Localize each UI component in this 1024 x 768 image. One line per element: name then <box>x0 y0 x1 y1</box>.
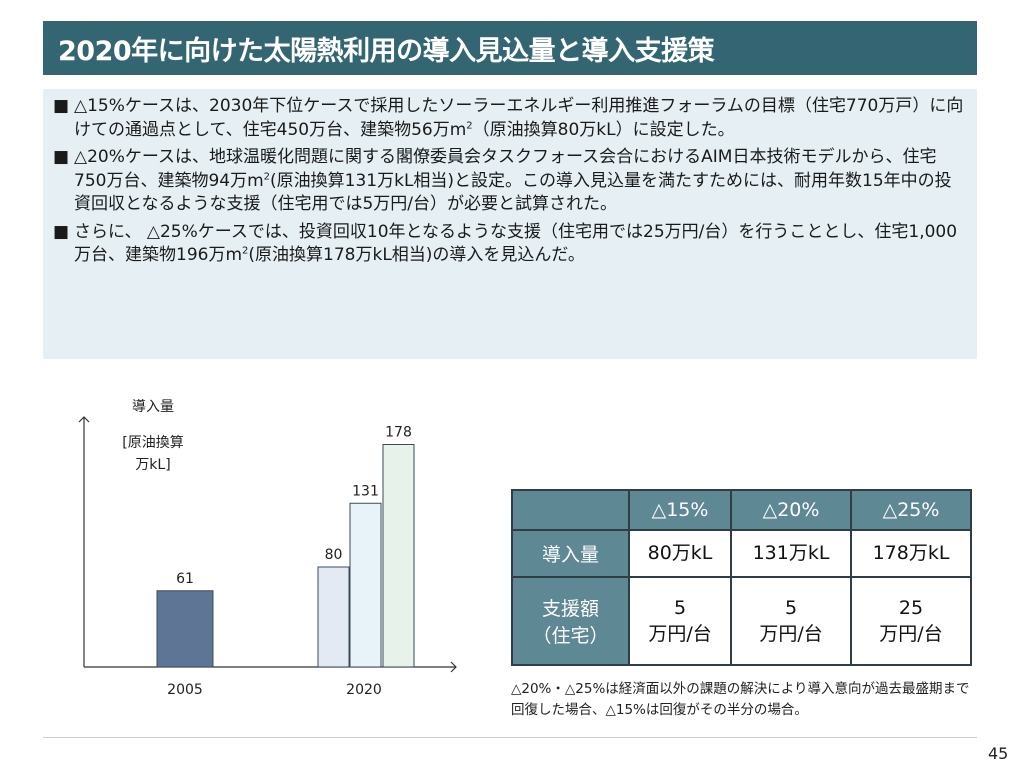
table-corner-cell <box>511 489 630 531</box>
bar-2020-178 <box>382 444 415 668</box>
text-box: ■ △15%ケースは、2030年下位ケースで採用したソーラーエネルギー利用推進フ… <box>43 89 977 359</box>
table-header-row: △15% △20% △25% <box>511 489 972 531</box>
table-cell: 131万kL <box>730 528 852 578</box>
y-axis-label: 導入量 <box>132 399 174 415</box>
page-title: 2020年に向けた太陽熱利用の導入見込量と導入支援策 <box>58 35 715 67</box>
column-header: △20% <box>730 489 852 531</box>
bar-2020-131 <box>349 502 382 668</box>
x-tick-label: 2005 <box>167 682 203 698</box>
table-row: 導入量 80万kL 131万kL 178万kL <box>511 528 972 578</box>
bullet-square-icon: ■ <box>53 221 70 242</box>
bar-chart: 導入量 [原油換算 万kL] 61 80 131 178 2005 2020 <box>78 399 457 698</box>
table-cell: 80万kL <box>627 528 733 578</box>
bar-value-label: 80 <box>325 547 343 563</box>
bar-value-label: 178 <box>385 425 412 441</box>
bullet-item: ■ △20%ケースは、地球温暖化問題に関する閣僚委員会タスクフォース会合における… <box>53 146 967 217</box>
unit-label-line2: 万kL] <box>135 457 170 473</box>
footnote: △20%・△25%は経済面以外の課題の解決により導入意向が過去最盛期まで回復した… <box>511 681 970 718</box>
bar-value-label: 131 <box>352 483 379 499</box>
bullet-text: △20%ケースは、地球温暖化問題に関する閣僚委員会タスクフォース会合におけるAI… <box>74 147 952 214</box>
table-cell: 25 万円/台 <box>850 575 972 667</box>
table-cell: 5 万円/台 <box>627 575 733 667</box>
bullet-text: さらに、 △25%ケースでは、投資回収10年となるような支援（住宅用では25万円… <box>74 221 958 266</box>
bullet-square-icon: ■ <box>53 147 70 167</box>
page-number: 45 <box>988 744 1009 763</box>
x-tick-label: 2020 <box>346 682 382 698</box>
bullet-text: △15%ケースは、2030年下位ケースで採用したソーラーエネルギー利用推進フォー… <box>74 96 964 140</box>
table-row: 支援額 （住宅） 5 万円/台 5 万円/台 25 万円/台 <box>511 575 972 667</box>
column-header: △15% <box>627 489 733 531</box>
bullet-item: ■ さらに、 △25%ケースでは、投資回収10年となるような支援（住宅用では25… <box>53 221 967 268</box>
bar-2020-80 <box>317 566 350 668</box>
table-cell: 178万kL <box>850 528 972 578</box>
bar-value-label: 61 <box>176 571 194 587</box>
unit-label-line1: [原油換算 <box>122 435 183 451</box>
bullet-item: ■ △15%ケースは、2030年下位ケースで採用したソーラーエネルギー利用推進フ… <box>53 95 967 142</box>
table-cell: 5 万円/台 <box>730 575 852 667</box>
divider <box>43 737 977 738</box>
bullet-square-icon: ■ <box>53 96 70 116</box>
row-header: 支援額 （住宅） <box>511 575 630 667</box>
row-header: 導入量 <box>511 528 630 578</box>
bar-2005-61 <box>156 590 214 668</box>
support-table: △15% △20% △25% 導入量 80万kL 131万kL 178万kL 支… <box>511 489 972 667</box>
column-header: △25% <box>850 489 972 531</box>
title-bar: 2020年に向けた太陽熱利用の導入見込量と導入支援策 <box>43 21 977 75</box>
